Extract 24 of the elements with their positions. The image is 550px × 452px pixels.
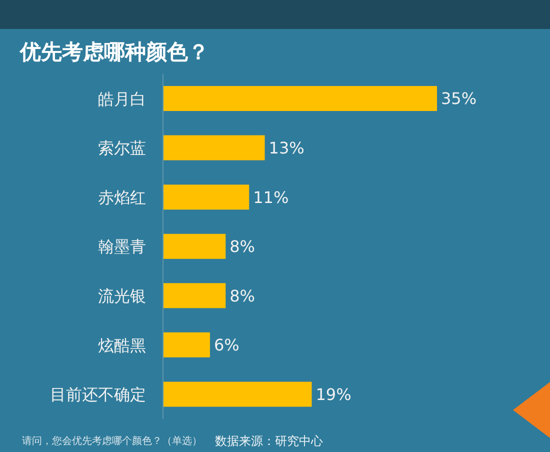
bar — [163, 332, 210, 358]
source-note: 数据来源：研究中心 — [215, 433, 323, 450]
y-tick-label: 索尔蓝 — [98, 138, 146, 158]
y-tick-label: 流光银 — [98, 286, 146, 306]
bar — [163, 184, 250, 210]
bar — [163, 283, 226, 308]
chart-title: 优先考虑哪种颜色？ — [20, 39, 209, 66]
y-tick-label: 目前还不确定 — [50, 385, 146, 404]
y-tick-label: 翰墨青 — [98, 237, 146, 256]
data-label: 13% — [268, 138, 304, 158]
y-tick-label: 炫酷黑 — [98, 336, 146, 355]
data-label: 19% — [316, 384, 352, 404]
bar — [163, 382, 312, 407]
bar — [163, 234, 226, 259]
bar — [163, 86, 437, 111]
text: 请问，您会优先考虑哪个颜色？（单选） — [22, 434, 202, 448]
data-label: 6% — [214, 336, 240, 355]
y-tick-label: 赤焰红 — [98, 188, 146, 207]
y-tick-label: 皓月白 — [98, 89, 146, 108]
bar — [163, 135, 265, 160]
data-label: 35% — [441, 89, 477, 108]
data-label: 8% — [230, 237, 256, 256]
data-label: 8% — [230, 286, 256, 306]
data-label: 11% — [253, 188, 289, 207]
